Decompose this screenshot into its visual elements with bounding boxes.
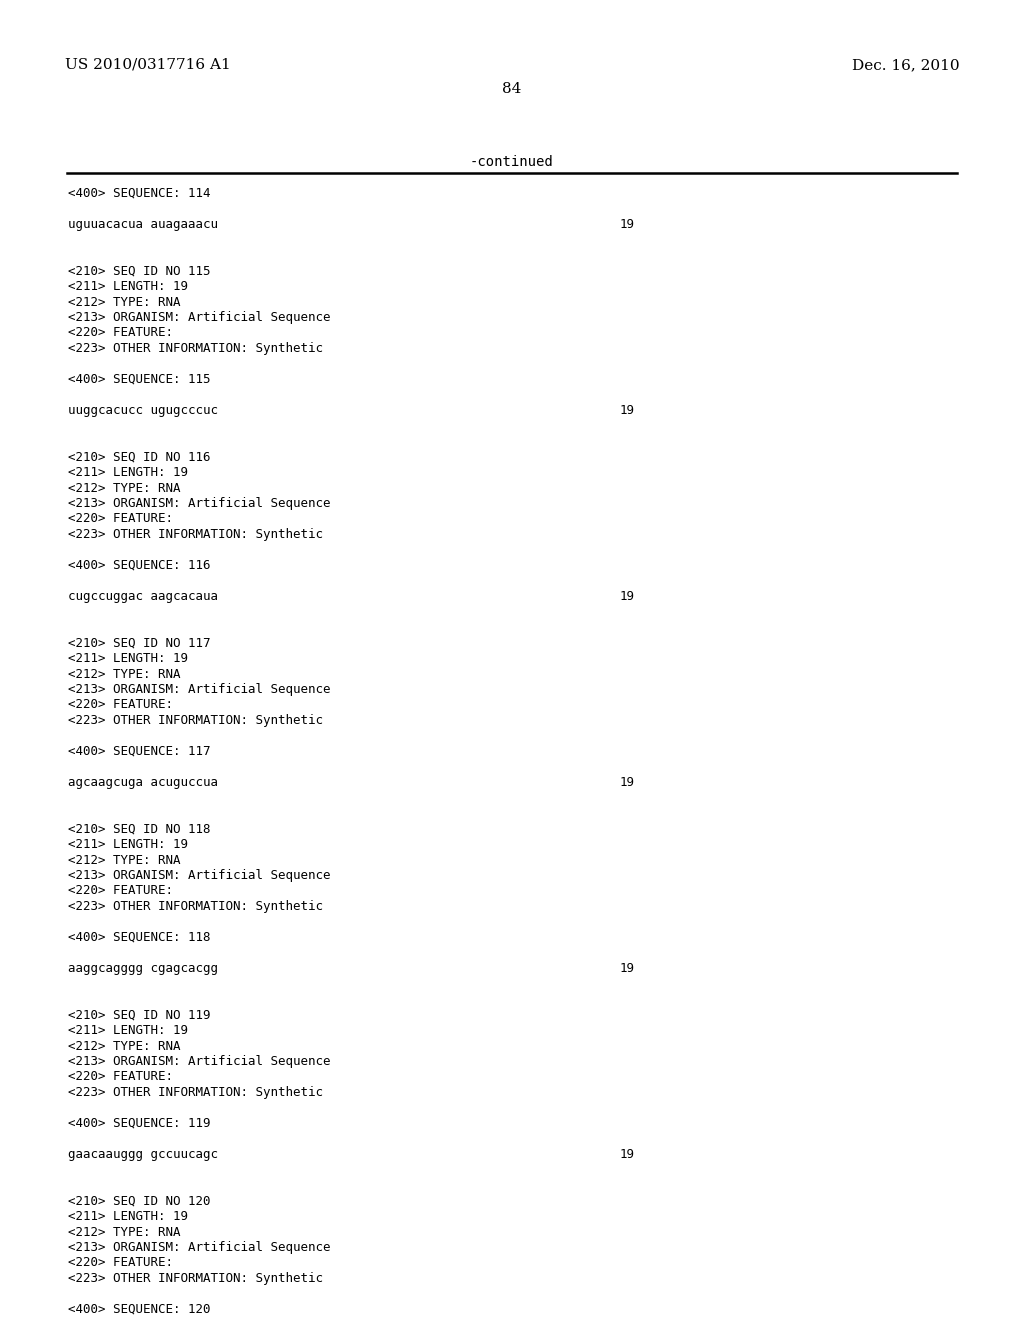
Text: <400> SEQUENCE: 117: <400> SEQUENCE: 117 <box>68 744 211 758</box>
Text: <213> ORGANISM: Artificial Sequence: <213> ORGANISM: Artificial Sequence <box>68 1055 331 1068</box>
Text: <213> ORGANISM: Artificial Sequence: <213> ORGANISM: Artificial Sequence <box>68 498 331 510</box>
Text: <210> SEQ ID NO 117: <210> SEQ ID NO 117 <box>68 636 211 649</box>
Text: <223> OTHER INFORMATION: Synthetic: <223> OTHER INFORMATION: Synthetic <box>68 714 323 727</box>
Text: <400> SEQUENCE: 118: <400> SEQUENCE: 118 <box>68 931 211 944</box>
Text: 84: 84 <box>503 82 521 96</box>
Text: <220> FEATURE:: <220> FEATURE: <box>68 1257 173 1270</box>
Text: 19: 19 <box>620 1148 635 1162</box>
Text: 19: 19 <box>620 962 635 975</box>
Text: Dec. 16, 2010: Dec. 16, 2010 <box>852 58 961 73</box>
Text: <220> FEATURE:: <220> FEATURE: <box>68 884 173 898</box>
Text: <223> OTHER INFORMATION: Synthetic: <223> OTHER INFORMATION: Synthetic <box>68 1086 323 1100</box>
Text: <400> SEQUENCE: 114: <400> SEQUENCE: 114 <box>68 187 211 201</box>
Text: <223> OTHER INFORMATION: Synthetic: <223> OTHER INFORMATION: Synthetic <box>68 342 323 355</box>
Text: <210> SEQ ID NO 116: <210> SEQ ID NO 116 <box>68 450 211 463</box>
Text: <220> FEATURE:: <220> FEATURE: <box>68 1071 173 1084</box>
Text: <210> SEQ ID NO 118: <210> SEQ ID NO 118 <box>68 822 211 836</box>
Text: <212> TYPE: RNA: <212> TYPE: RNA <box>68 668 180 681</box>
Text: US 2010/0317716 A1: US 2010/0317716 A1 <box>65 58 230 73</box>
Text: <213> ORGANISM: Artificial Sequence: <213> ORGANISM: Artificial Sequence <box>68 682 331 696</box>
Text: <223> OTHER INFORMATION: Synthetic: <223> OTHER INFORMATION: Synthetic <box>68 1272 323 1284</box>
Text: <220> FEATURE:: <220> FEATURE: <box>68 512 173 525</box>
Text: <212> TYPE: RNA: <212> TYPE: RNA <box>68 1225 180 1238</box>
Text: 19: 19 <box>620 404 635 417</box>
Text: <220> FEATURE:: <220> FEATURE: <box>68 326 173 339</box>
Text: <211> LENGTH: 19: <211> LENGTH: 19 <box>68 838 188 851</box>
Text: agcaagcuga acuguccua: agcaagcuga acuguccua <box>68 776 218 789</box>
Text: <211> LENGTH: 19: <211> LENGTH: 19 <box>68 1210 188 1224</box>
Text: -continued: -continued <box>470 154 554 169</box>
Text: uuggcacucc ugugcccuc: uuggcacucc ugugcccuc <box>68 404 218 417</box>
Text: <210> SEQ ID NO 115: <210> SEQ ID NO 115 <box>68 264 211 277</box>
Text: <400> SEQUENCE: 120: <400> SEQUENCE: 120 <box>68 1303 211 1316</box>
Text: <212> TYPE: RNA: <212> TYPE: RNA <box>68 1040 180 1052</box>
Text: <211> LENGTH: 19: <211> LENGTH: 19 <box>68 652 188 665</box>
Text: <400> SEQUENCE: 116: <400> SEQUENCE: 116 <box>68 558 211 572</box>
Text: <211> LENGTH: 19: <211> LENGTH: 19 <box>68 466 188 479</box>
Text: cugccuggac aagcacaua: cugccuggac aagcacaua <box>68 590 218 603</box>
Text: <210> SEQ ID NO 119: <210> SEQ ID NO 119 <box>68 1008 211 1022</box>
Text: 19: 19 <box>620 218 635 231</box>
Text: <211> LENGTH: 19: <211> LENGTH: 19 <box>68 280 188 293</box>
Text: <220> FEATURE:: <220> FEATURE: <box>68 698 173 711</box>
Text: <212> TYPE: RNA: <212> TYPE: RNA <box>68 296 180 309</box>
Text: <213> ORGANISM: Artificial Sequence: <213> ORGANISM: Artificial Sequence <box>68 312 331 323</box>
Text: 19: 19 <box>620 776 635 789</box>
Text: <212> TYPE: RNA: <212> TYPE: RNA <box>68 482 180 495</box>
Text: <213> ORGANISM: Artificial Sequence: <213> ORGANISM: Artificial Sequence <box>68 869 331 882</box>
Text: <212> TYPE: RNA: <212> TYPE: RNA <box>68 854 180 866</box>
Text: <223> OTHER INFORMATION: Synthetic: <223> OTHER INFORMATION: Synthetic <box>68 528 323 541</box>
Text: uguuacacua auagaaacu: uguuacacua auagaaacu <box>68 218 218 231</box>
Text: <223> OTHER INFORMATION: Synthetic: <223> OTHER INFORMATION: Synthetic <box>68 900 323 913</box>
Text: 19: 19 <box>620 590 635 603</box>
Text: <400> SEQUENCE: 115: <400> SEQUENCE: 115 <box>68 374 211 385</box>
Text: <211> LENGTH: 19: <211> LENGTH: 19 <box>68 1024 188 1038</box>
Text: <213> ORGANISM: Artificial Sequence: <213> ORGANISM: Artificial Sequence <box>68 1241 331 1254</box>
Text: <210> SEQ ID NO 120: <210> SEQ ID NO 120 <box>68 1195 211 1208</box>
Text: <400> SEQUENCE: 119: <400> SEQUENCE: 119 <box>68 1117 211 1130</box>
Text: gaacaauggg gccuucagc: gaacaauggg gccuucagc <box>68 1148 218 1162</box>
Text: aaggcagggg cgagcacgg: aaggcagggg cgagcacgg <box>68 962 218 975</box>
